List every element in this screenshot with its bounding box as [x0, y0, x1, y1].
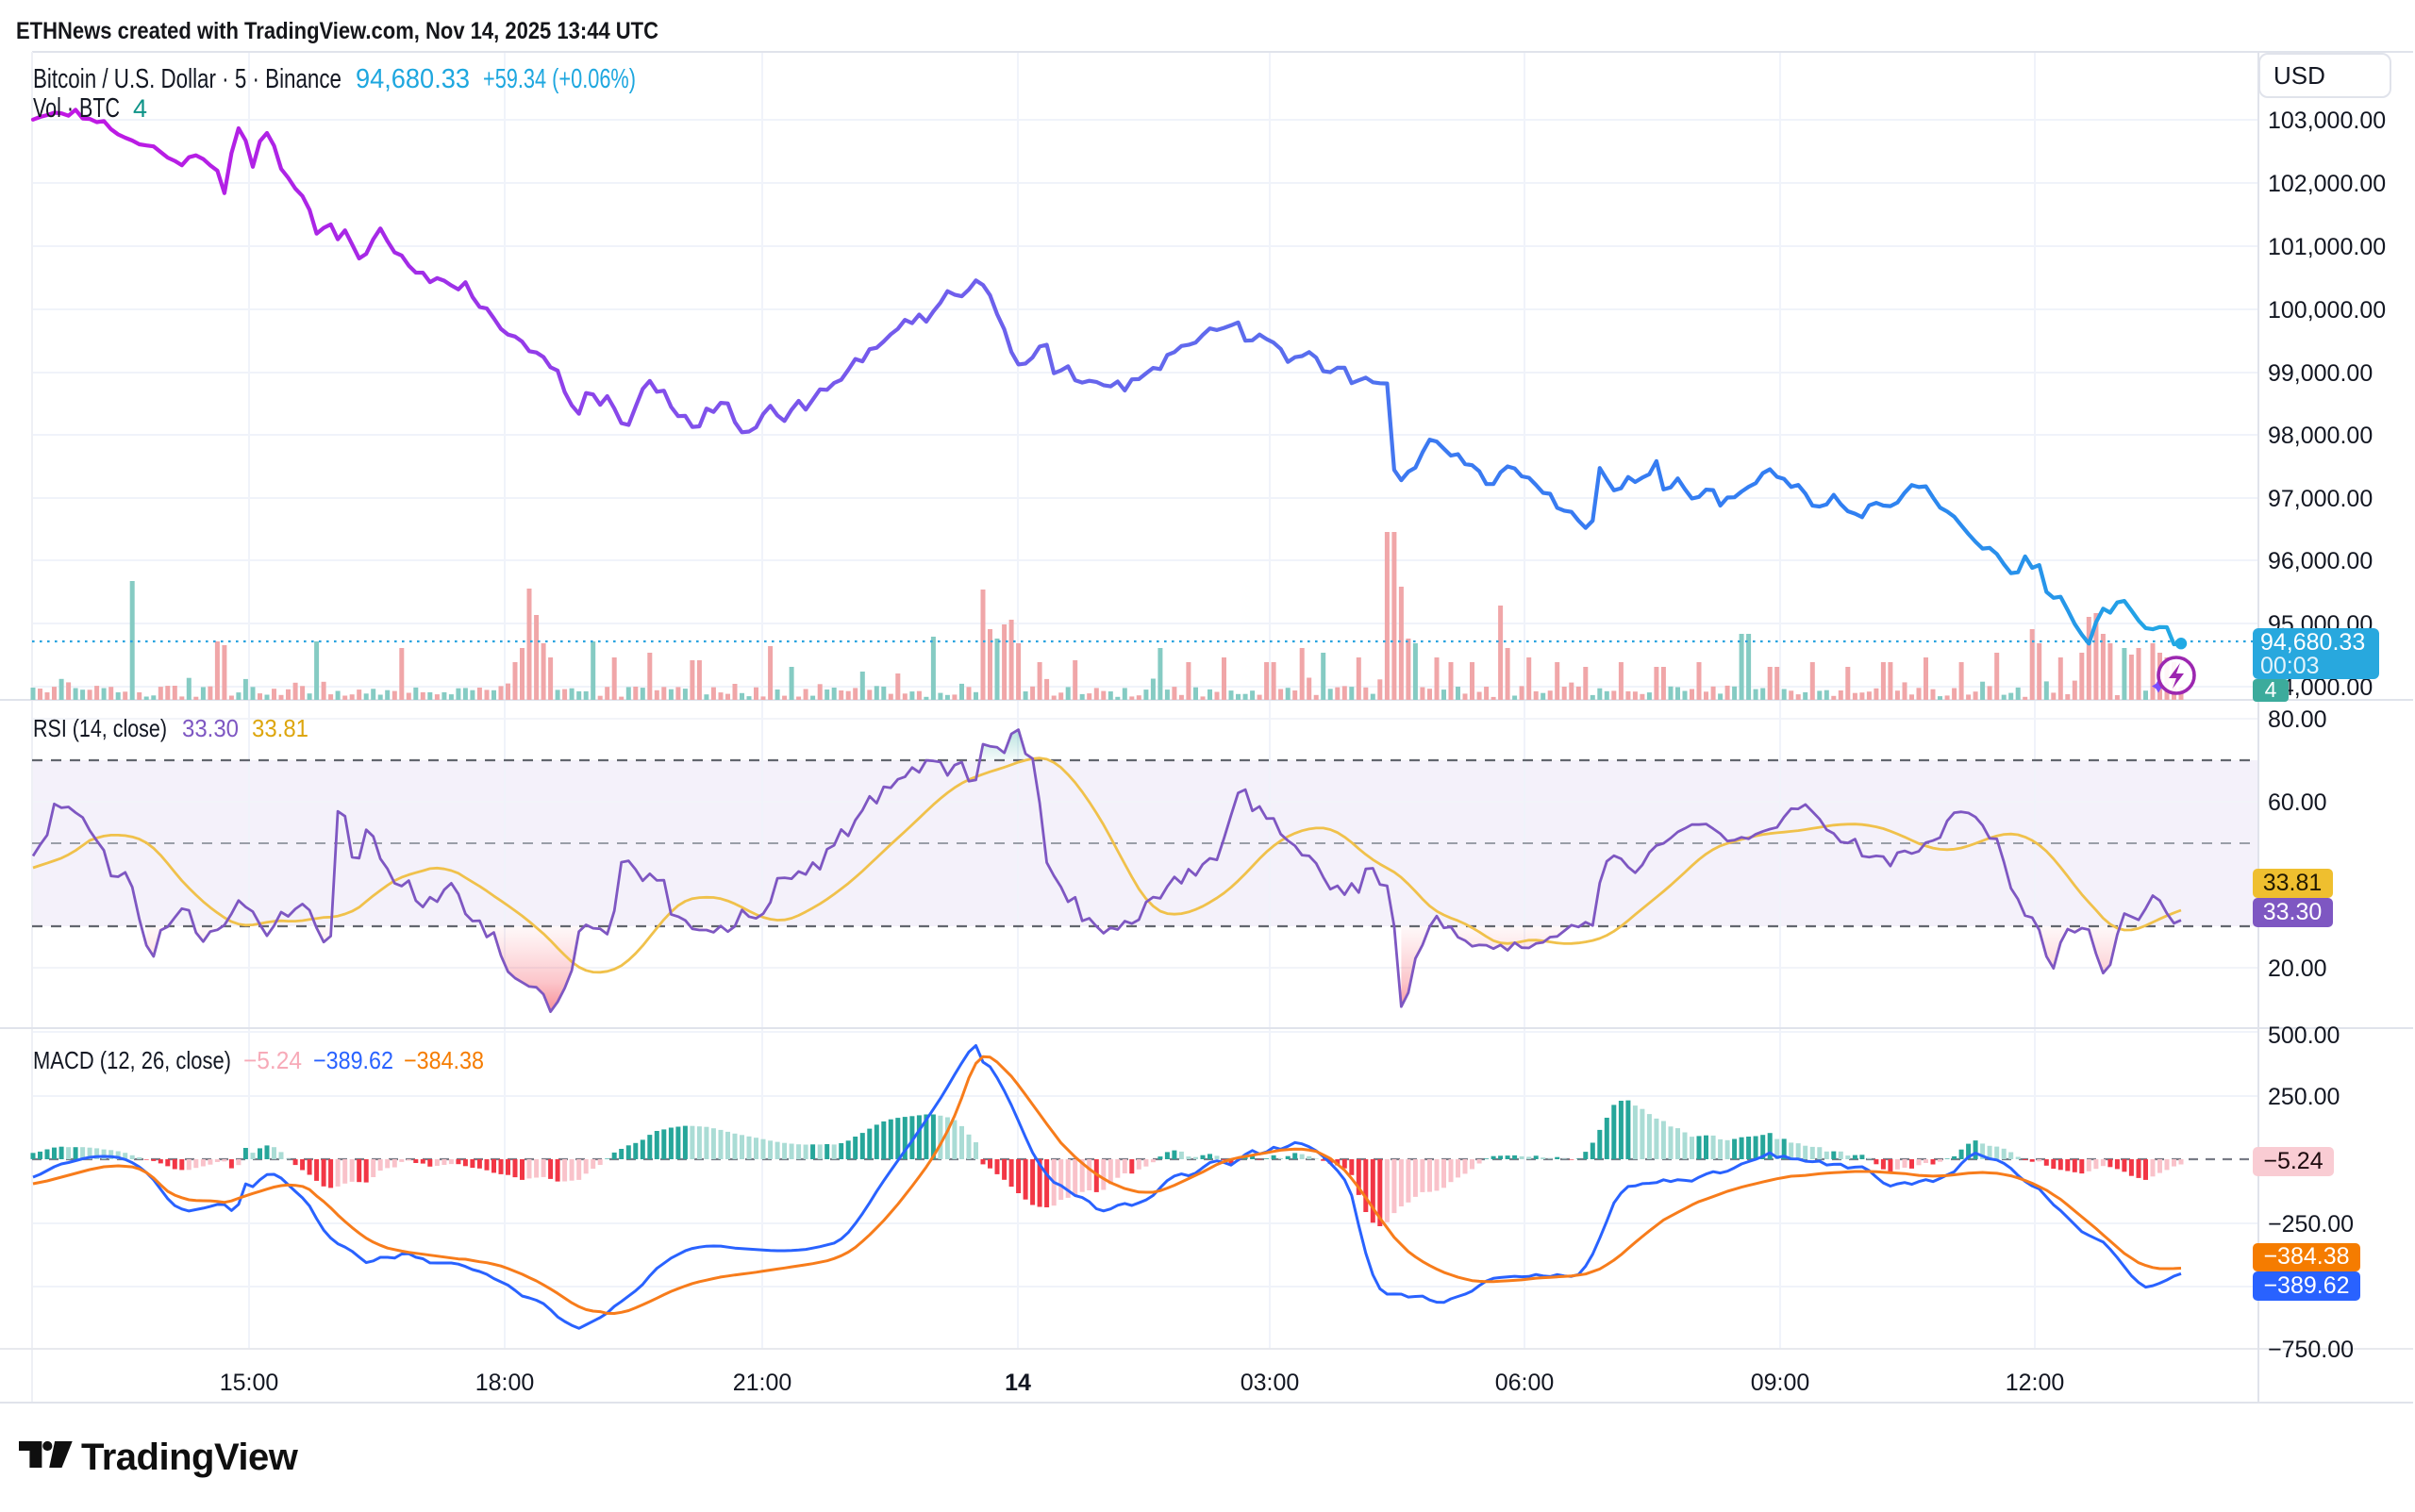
svg-text:RSI (14, close): RSI (14, close) — [33, 714, 167, 742]
svg-text:15:00: 15:00 — [220, 1370, 279, 1396]
svg-text:20.00: 20.00 — [2268, 955, 2327, 982]
svg-text:14: 14 — [1005, 1370, 1031, 1396]
svg-text:94,680.33: 94,680.33 — [356, 64, 470, 94]
svg-text:−250.00: −250.00 — [2268, 1211, 2354, 1238]
svg-text:33.30: 33.30 — [2263, 899, 2323, 925]
svg-text:Vol · BTC: Vol · BTC — [33, 93, 120, 124]
svg-text:18:00: 18:00 — [475, 1370, 535, 1396]
svg-text:MACD (12, 26, close): MACD (12, 26, close) — [33, 1046, 231, 1074]
svg-text:−750.00: −750.00 — [2268, 1337, 2354, 1363]
svg-text:+59.34 (+0.06%): +59.34 (+0.06%) — [483, 64, 636, 94]
svg-text:4: 4 — [2265, 677, 2277, 702]
svg-text:−384.38: −384.38 — [404, 1046, 484, 1074]
svg-text:00:03: 00:03 — [2260, 653, 2320, 679]
svg-text:96,000.00: 96,000.00 — [2268, 548, 2373, 574]
svg-text:102,000.00: 102,000.00 — [2268, 171, 2386, 197]
svg-text:−389.62: −389.62 — [2263, 1272, 2349, 1299]
svg-text:33.81: 33.81 — [2263, 870, 2323, 896]
svg-text:USD: USD — [2273, 61, 2325, 90]
svg-text:06:00: 06:00 — [1495, 1370, 1555, 1396]
svg-text:33.30: 33.30 — [182, 714, 239, 742]
svg-text:100,000.00: 100,000.00 — [2268, 297, 2386, 324]
svg-text:101,000.00: 101,000.00 — [2268, 234, 2386, 260]
svg-text:94,680.33: 94,680.33 — [2260, 629, 2365, 656]
svg-text:−384.38: −384.38 — [2263, 1243, 2349, 1270]
svg-text:99,000.00: 99,000.00 — [2268, 360, 2373, 387]
svg-text:33.81: 33.81 — [252, 714, 308, 742]
svg-text:4: 4 — [133, 94, 147, 123]
svg-text:Bitcoin / U.S. Dollar · 5 · Bi: Bitcoin / U.S. Dollar · 5 · Binance — [33, 64, 341, 94]
svg-text:21:00: 21:00 — [733, 1370, 792, 1396]
svg-text:TradingView: TradingView — [81, 1437, 299, 1478]
svg-text:−389.62: −389.62 — [313, 1046, 393, 1074]
svg-text:03:00: 03:00 — [1241, 1370, 1300, 1396]
svg-text:98,000.00: 98,000.00 — [2268, 423, 2373, 449]
svg-text:500.00: 500.00 — [2268, 1022, 2340, 1049]
svg-text:09:00: 09:00 — [1751, 1370, 1810, 1396]
svg-text:60.00: 60.00 — [2268, 789, 2327, 816]
svg-text:103,000.00: 103,000.00 — [2268, 108, 2386, 134]
svg-text:12:00: 12:00 — [2006, 1370, 2065, 1396]
svg-text:80.00: 80.00 — [2268, 706, 2327, 733]
svg-text:−5.24: −5.24 — [243, 1046, 302, 1074]
svg-text:97,000.00: 97,000.00 — [2268, 486, 2373, 512]
svg-text:ETHNews created with TradingVi: ETHNews created with TradingView.com, No… — [16, 18, 658, 44]
svg-text:250.00: 250.00 — [2268, 1084, 2340, 1110]
svg-text:−5.24: −5.24 — [2263, 1148, 2323, 1174]
